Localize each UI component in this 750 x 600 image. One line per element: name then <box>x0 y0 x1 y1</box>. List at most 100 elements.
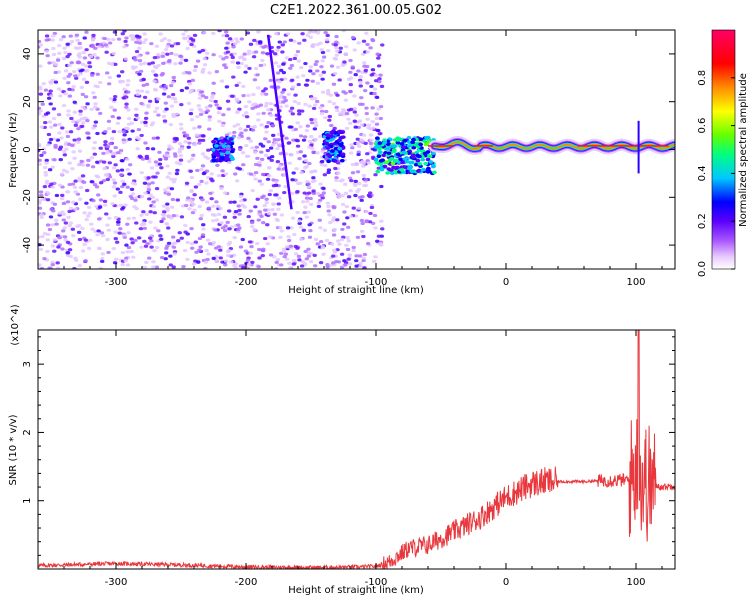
spectrogram-cell <box>372 213 378 218</box>
spectrogram-cell <box>42 256 47 261</box>
spectrogram-cell <box>90 45 96 49</box>
spectrogram-cell <box>325 201 331 205</box>
spectrogram-cell <box>314 59 319 64</box>
spectrogram-cell <box>61 35 66 39</box>
spectrogram-cell <box>105 144 111 149</box>
spectrogram-cell <box>346 239 351 243</box>
spectrogram-cell <box>268 113 274 117</box>
spectrogram-cell <box>339 158 345 163</box>
x-tick-label: -200 <box>235 577 258 588</box>
spectrogram-cell <box>151 136 156 140</box>
spectrogram-cell <box>320 90 326 94</box>
spectrogram-cell <box>242 52 247 56</box>
spectrogram-cell <box>235 61 241 65</box>
spectrogram-cell <box>152 248 157 253</box>
spectrogram-cell <box>209 197 214 201</box>
spectrogram-cell <box>266 121 271 125</box>
spectrogram-cell <box>302 191 307 195</box>
spectrogram-cell <box>211 158 217 163</box>
spectrogram-cell <box>184 86 190 90</box>
spectrogram-cell <box>241 113 247 117</box>
spectrogram-cell <box>52 238 58 242</box>
spectrogram-cell <box>426 154 432 159</box>
spectrogram-cell <box>348 89 353 94</box>
spectrogram-cell <box>290 78 295 82</box>
spectrogram-cell <box>169 146 175 150</box>
spectrogram-cell <box>395 140 401 145</box>
spectrogram-cell <box>287 161 292 165</box>
spectrogram-cell <box>135 147 140 151</box>
spectrogram-cell <box>346 225 351 229</box>
spectrogram-cell <box>318 182 323 186</box>
spectrogram-cell <box>89 107 94 111</box>
spectrogram-cell <box>365 81 370 85</box>
spectrogram-cell <box>146 182 152 186</box>
spectrogram-cell <box>425 157 431 162</box>
spectrogram-cell <box>190 211 196 215</box>
spectrogram-cell <box>311 191 317 195</box>
spectrogram-cell <box>187 39 192 44</box>
spectrogram-cell <box>83 238 89 242</box>
spectrogram-cell <box>356 41 361 45</box>
spectrogram-cell <box>85 102 90 106</box>
spectrogram-cell <box>148 193 153 197</box>
spectrogram-cell <box>45 238 50 242</box>
spectrogram-cell <box>86 136 91 140</box>
spectrogram-cell <box>87 211 92 215</box>
spectrogram-cell <box>55 58 61 62</box>
spectrogram-cell <box>171 214 177 218</box>
spectrogram-cell <box>207 242 213 246</box>
spectrogram-cell <box>327 114 333 119</box>
spectrogram-cell <box>76 223 82 228</box>
spectrogram-cell <box>95 72 100 76</box>
spectrogram-cell <box>221 144 227 149</box>
spectrogram-cell <box>279 213 285 217</box>
spectrogram-cell <box>209 177 214 181</box>
spectrogram-cell <box>45 111 51 115</box>
spectrogram-cell <box>385 147 391 151</box>
spectrogram-cell <box>365 50 370 54</box>
spectrogram-cell <box>337 146 343 151</box>
spectrogram-cell <box>147 236 153 240</box>
spectrogram-cell <box>91 126 96 130</box>
spectrogram-cell <box>296 181 301 185</box>
spectrogram-cell <box>248 251 253 255</box>
spectrogram-cell <box>95 131 100 136</box>
spectrogram-cell <box>85 118 90 123</box>
spectrogram-cell <box>200 134 206 138</box>
spectrogram-cell <box>248 42 254 46</box>
spectrogram-cell <box>148 220 153 224</box>
spectrogram-cell <box>99 231 105 235</box>
spectrogram-cell <box>167 171 172 175</box>
spectrogram-cell <box>309 121 315 125</box>
spectrogram-cell <box>222 228 228 233</box>
spectrogram-cell <box>78 185 84 190</box>
spectrogram-cell <box>126 122 132 126</box>
spectrogram-cell <box>98 111 103 116</box>
spectrogram-cell <box>360 221 365 226</box>
spectrogram-cell <box>39 266 45 269</box>
spectrogram-cell <box>165 164 170 168</box>
spectrogram-cell <box>216 245 221 249</box>
spectrogram-cell <box>319 163 325 167</box>
spectrogram-cell <box>212 213 217 217</box>
spectrogram-cell <box>326 209 331 213</box>
spectrogram-cell <box>81 77 87 81</box>
spectrogram-cell <box>153 160 159 164</box>
spectrogram-cell <box>291 138 296 142</box>
spectrogram-cell <box>295 210 300 215</box>
spectrogram-cell <box>348 70 353 74</box>
spectrogram-cell <box>292 232 297 237</box>
spectrogram-cell <box>81 50 87 55</box>
spectrogram-cell <box>307 223 312 227</box>
x-tick-label: -300 <box>105 277 128 288</box>
spectrogram-cell <box>144 111 149 115</box>
spectrogram-cell <box>326 168 332 172</box>
spectrogram-cell <box>120 79 126 84</box>
spectrogram-cell <box>121 138 126 142</box>
spectrogram-cell <box>331 82 337 86</box>
spectrogram-cell <box>80 163 86 167</box>
spectrogram-cell <box>193 185 199 189</box>
spectrogram-cell <box>211 140 216 144</box>
spectrogram-cell <box>149 239 154 243</box>
